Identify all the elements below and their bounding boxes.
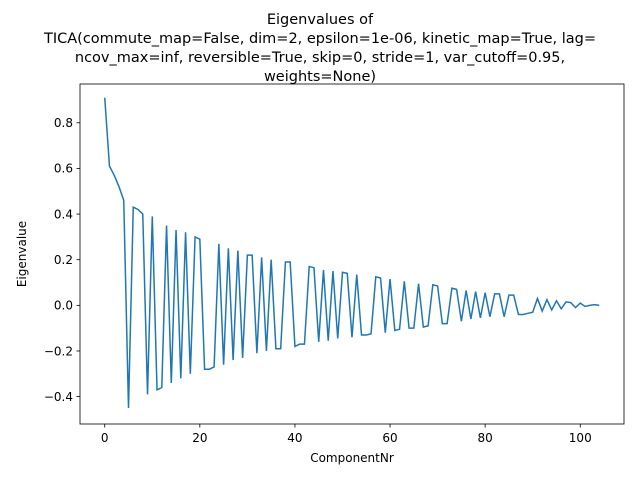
x-tick-label: 40 (287, 431, 302, 445)
x-axis: 0 20 40 60 80 100 (101, 424, 592, 445)
chart-title-line-2: TICA(commute_map=False, dim=2, epsilon=1… (43, 31, 597, 47)
x-tick-label: 60 (382, 431, 397, 445)
y-tick-label: −0.2 (44, 344, 73, 358)
x-tick-label: 20 (192, 431, 207, 445)
y-tick-label: 0.0 (54, 299, 73, 313)
eigenvalue-line (103, 97, 600, 409)
chart-title-line-3: ncov_max=inf, reversible=True, skip=0, s… (74, 50, 566, 66)
y-tick-label: 0.4 (54, 207, 73, 221)
chart-title-line-4: weights=None) (263, 69, 377, 85)
y-tick-label: −0.4 (44, 390, 73, 404)
plot-frame (79, 83, 625, 425)
y-tick-label: 0.6 (54, 162, 73, 176)
y-tick-label: 0.2 (54, 253, 73, 267)
y-axis: −0.4 −0.2 0.0 0.2 0.4 0.6 0.8 (44, 116, 80, 404)
y-tick-label: 0.8 (54, 116, 73, 130)
x-tick-label: 0 (101, 431, 109, 445)
y-axis-label: Eigenvalue (15, 221, 29, 287)
x-tick-label: 100 (569, 431, 592, 445)
chart-title-line-1: Eigenvalues of (266, 12, 374, 28)
x-axis-label: ComponentNr (310, 451, 394, 465)
x-tick-label: 80 (478, 431, 493, 445)
